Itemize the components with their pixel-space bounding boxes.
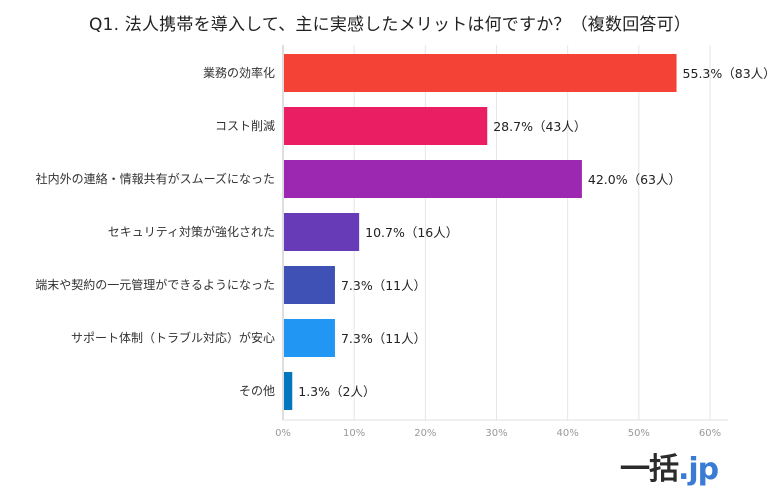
logo-domain: .jp	[678, 452, 719, 487]
data-label: 7.3%（11人）	[341, 331, 426, 346]
data-label: 7.3%（11人）	[341, 278, 426, 293]
chart-title: Q1. 法人携帯を導入して、主に実感したメリットは何ですか？（複数回答可）	[88, 15, 692, 35]
x-tick-label: 60%	[699, 428, 721, 439]
data-label: 1.3%（2人）	[298, 384, 375, 399]
category-label: サポート体制（トラブル対応）が安心	[71, 330, 275, 345]
x-tick-label: 40%	[557, 428, 579, 439]
category-labels: 業務の効率化コスト削減社内外の連絡・情報共有がスムーズになったセキュリティ対策が…	[35, 65, 275, 398]
category-label: コスト削減	[215, 118, 275, 133]
data-label: 55.3%（83人）	[683, 66, 776, 81]
x-tick-label: 10%	[343, 428, 365, 439]
ikkatsu-jp-logo: 一括.jp	[620, 444, 719, 488]
data-label: 42.0%（63人）	[588, 172, 681, 187]
category-label: 端末や契約の一元管理ができるようになった	[35, 277, 275, 292]
category-label: 業務の効率化	[203, 65, 275, 80]
bars	[284, 54, 677, 410]
x-tick-label: 0%	[275, 428, 291, 439]
bar	[284, 266, 335, 304]
bar	[284, 54, 677, 92]
logo-kanji: 一括	[620, 452, 679, 487]
bar	[284, 213, 360, 251]
bar	[284, 319, 335, 357]
category-label: その他	[239, 384, 275, 398]
value-labels: 55.3%（83人） 28.7%（43人） 42.0%（63人） 10.7%（16人）…	[298, 66, 775, 399]
data-label: 10.7%（16人）	[365, 225, 458, 240]
data-label: 28.7%（43人）	[493, 119, 586, 134]
x-tick-label: 20%	[414, 428, 436, 439]
x-tick-label: 50%	[628, 428, 650, 439]
x-tick-labels: 0% 10% 20% 30% 40% 50% 60%	[275, 428, 721, 439]
x-tick-label: 30%	[485, 428, 507, 439]
bar	[284, 107, 488, 145]
bar	[284, 160, 582, 198]
category-label: 社内外の連絡・情報共有がスムーズになった	[36, 171, 275, 186]
bar	[284, 372, 293, 410]
category-label: セキュリティ対策が強化された	[108, 224, 275, 239]
